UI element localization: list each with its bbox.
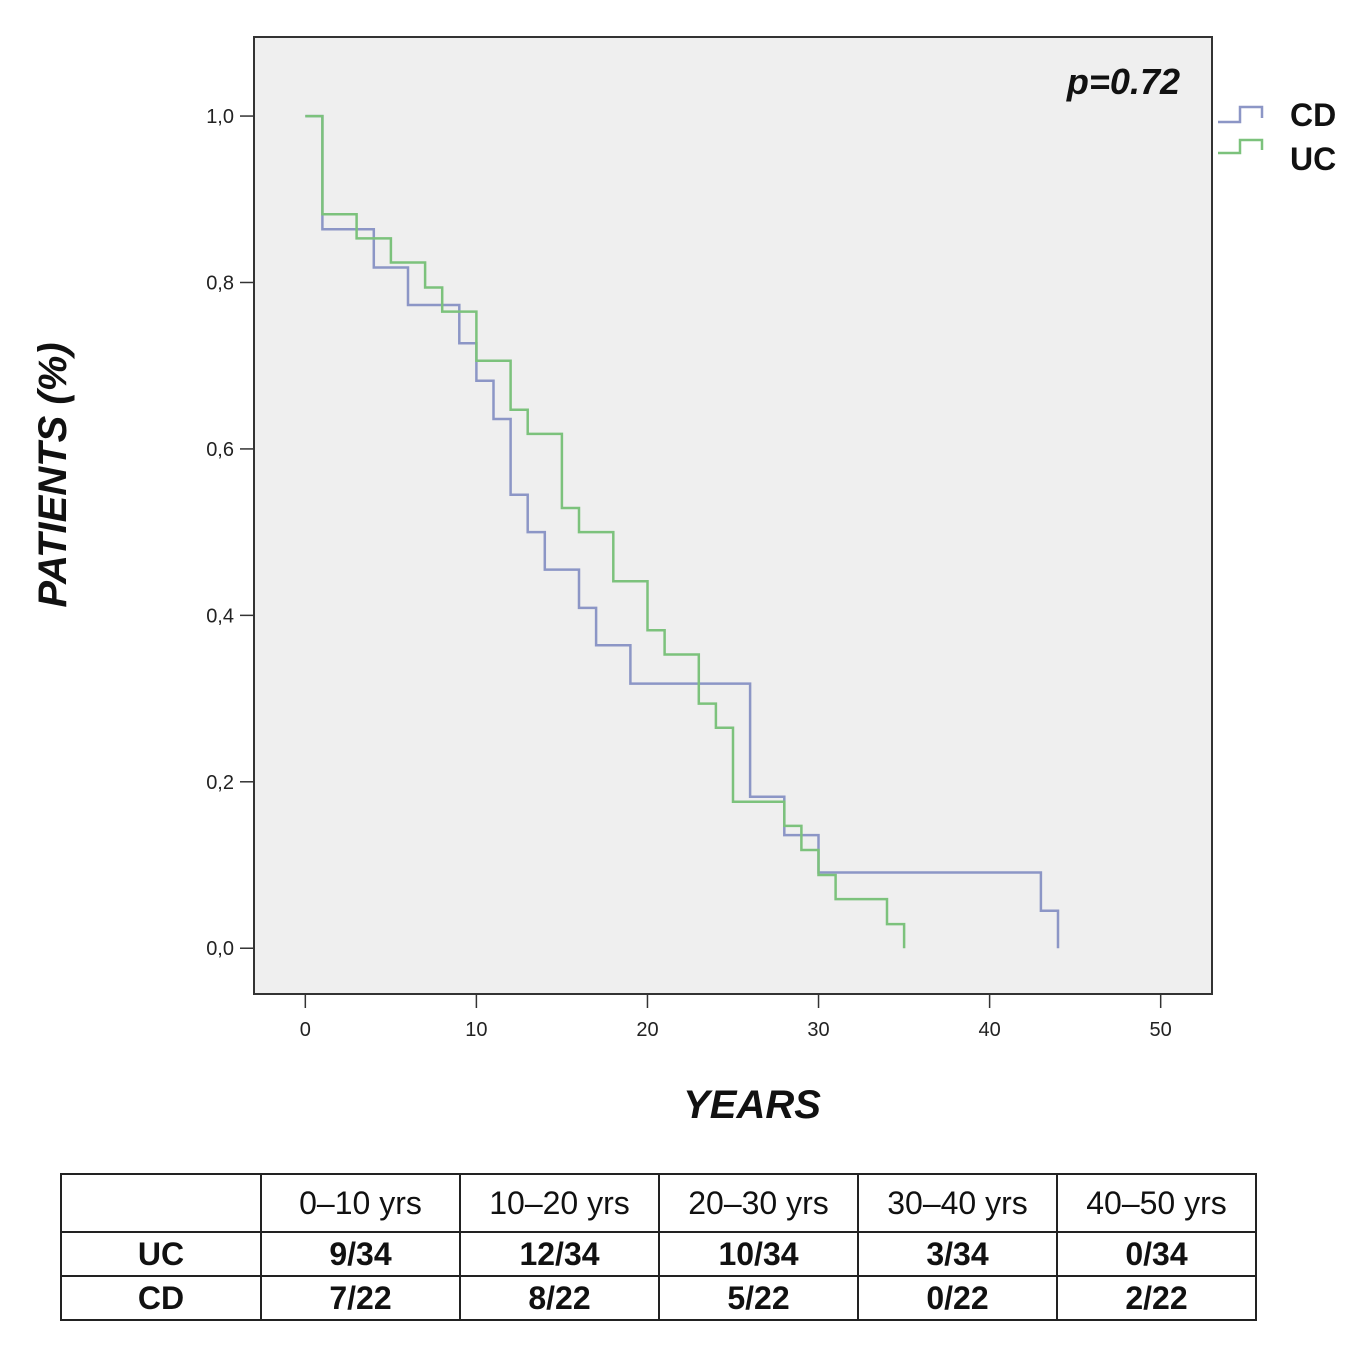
- legend: CD UC: [1218, 97, 1336, 177]
- events-table: 0‒10 yrs 10‒20 yrs 20‒30 yrs 30‒40 yrs 4…: [60, 1173, 1257, 1321]
- table-cell: 0/22: [857, 1275, 1058, 1321]
- y-tick-label: 0,0: [206, 938, 234, 960]
- table-cell: 7/22: [260, 1275, 461, 1321]
- table-cell: 0/34: [1056, 1231, 1257, 1277]
- x-tick-label: 30: [807, 1019, 829, 1041]
- table-cell: 2/22: [1056, 1275, 1257, 1321]
- y-tick-label: 0,8: [206, 272, 234, 294]
- table-header-cell: 20‒30 yrs: [658, 1173, 859, 1233]
- y-tick-label: 0,2: [206, 772, 234, 794]
- y-tick-label: 0,6: [206, 439, 234, 461]
- table-header-row: 0‒10 yrs 10‒20 yrs 20‒30 yrs 30‒40 yrs 4…: [60, 1173, 1257, 1233]
- x-tick-label: 20: [636, 1019, 658, 1041]
- x-tick-label: 0: [300, 1019, 311, 1041]
- table-row-label: UC: [60, 1231, 262, 1277]
- series-line-cd: [305, 114, 1060, 949]
- table-header-cell: 10‒20 yrs: [459, 1173, 660, 1233]
- x-tick-label: 40: [978, 1019, 1000, 1041]
- p-value-annotation: p=0.72: [1066, 61, 1180, 102]
- table-cell: 8/22: [459, 1275, 660, 1321]
- table-row: CD 7/22 8/22 5/22 0/22 2/22: [60, 1275, 1257, 1321]
- table-header-cell: 40‒50 yrs: [1056, 1173, 1257, 1233]
- kaplan-meier-chart: 0,0 0,2 0,4 0,6 0,8 1,0 0 10 20 30 40 50 p=0.72 CD…: [31, 36, 1336, 1127]
- table-cell: 12/34: [459, 1231, 660, 1277]
- plot-area: [253, 36, 1213, 995]
- table-cell: 9/34: [260, 1231, 461, 1277]
- table-header-cell: [60, 1173, 262, 1233]
- legend-swatch-cd: [1218, 105, 1264, 124]
- x-tick-label: 50: [1150, 1019, 1172, 1041]
- series-line-uc: [305, 114, 906, 949]
- legend-label-uc: UC: [1290, 141, 1336, 177]
- y-axis: 0,0 0,2 0,4 0,6 0,8 1,0: [206, 106, 254, 960]
- table-cell: 10/34: [658, 1231, 859, 1277]
- table-header-cell: 0‒10 yrs: [260, 1173, 461, 1233]
- y-axis-label: PATIENTS (%): [31, 342, 75, 607]
- y-tick-label: 1,0: [206, 106, 234, 128]
- legend-swatch-uc: [1218, 138, 1264, 155]
- table-row-label: CD: [60, 1275, 262, 1321]
- series-layer: [305, 114, 1060, 949]
- table-row: UC 9/34 12/34 10/34 3/34 0/34: [60, 1231, 1257, 1277]
- table-cell: 3/34: [857, 1231, 1058, 1277]
- x-axis-label: YEARS: [683, 1083, 821, 1127]
- legend-label-cd: CD: [1290, 97, 1336, 133]
- x-axis: 0 10 20 30 40 50: [300, 994, 1172, 1041]
- table-header-cell: 30‒40 yrs: [857, 1173, 1058, 1233]
- table-cell: 5/22: [658, 1275, 859, 1321]
- x-tick-label: 10: [465, 1019, 487, 1041]
- y-tick-label: 0,4: [206, 605, 234, 627]
